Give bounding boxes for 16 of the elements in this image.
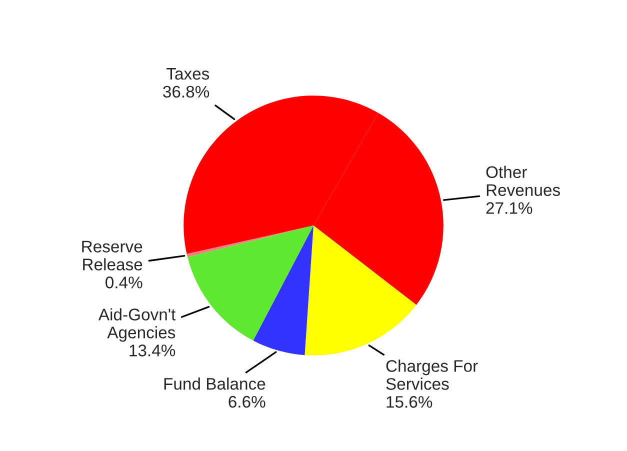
pie-slice bbox=[188, 226, 314, 341]
data-label: 0.4% bbox=[106, 276, 142, 288]
pie-slice bbox=[186, 226, 314, 258]
slice-label: Taxes bbox=[166, 68, 210, 80]
data-label: 15.6% bbox=[386, 396, 432, 408]
data-label: 36.8% bbox=[163, 86, 210, 98]
data-label: 13.4% bbox=[130, 344, 176, 356]
data-label: 6.6% bbox=[228, 396, 266, 408]
pie-slice bbox=[253, 226, 314, 356]
slice-label: Charges For Services bbox=[386, 360, 478, 390]
slice-label: Fund Balance bbox=[164, 378, 266, 390]
pie-slice bbox=[304, 226, 416, 356]
data-label: 27.1% bbox=[486, 202, 532, 214]
slice-label: Aid-Govn't Agencies bbox=[98, 308, 176, 342]
slice-label: Other Revenues bbox=[486, 166, 560, 196]
slice-label: Reserve Release bbox=[82, 240, 142, 270]
